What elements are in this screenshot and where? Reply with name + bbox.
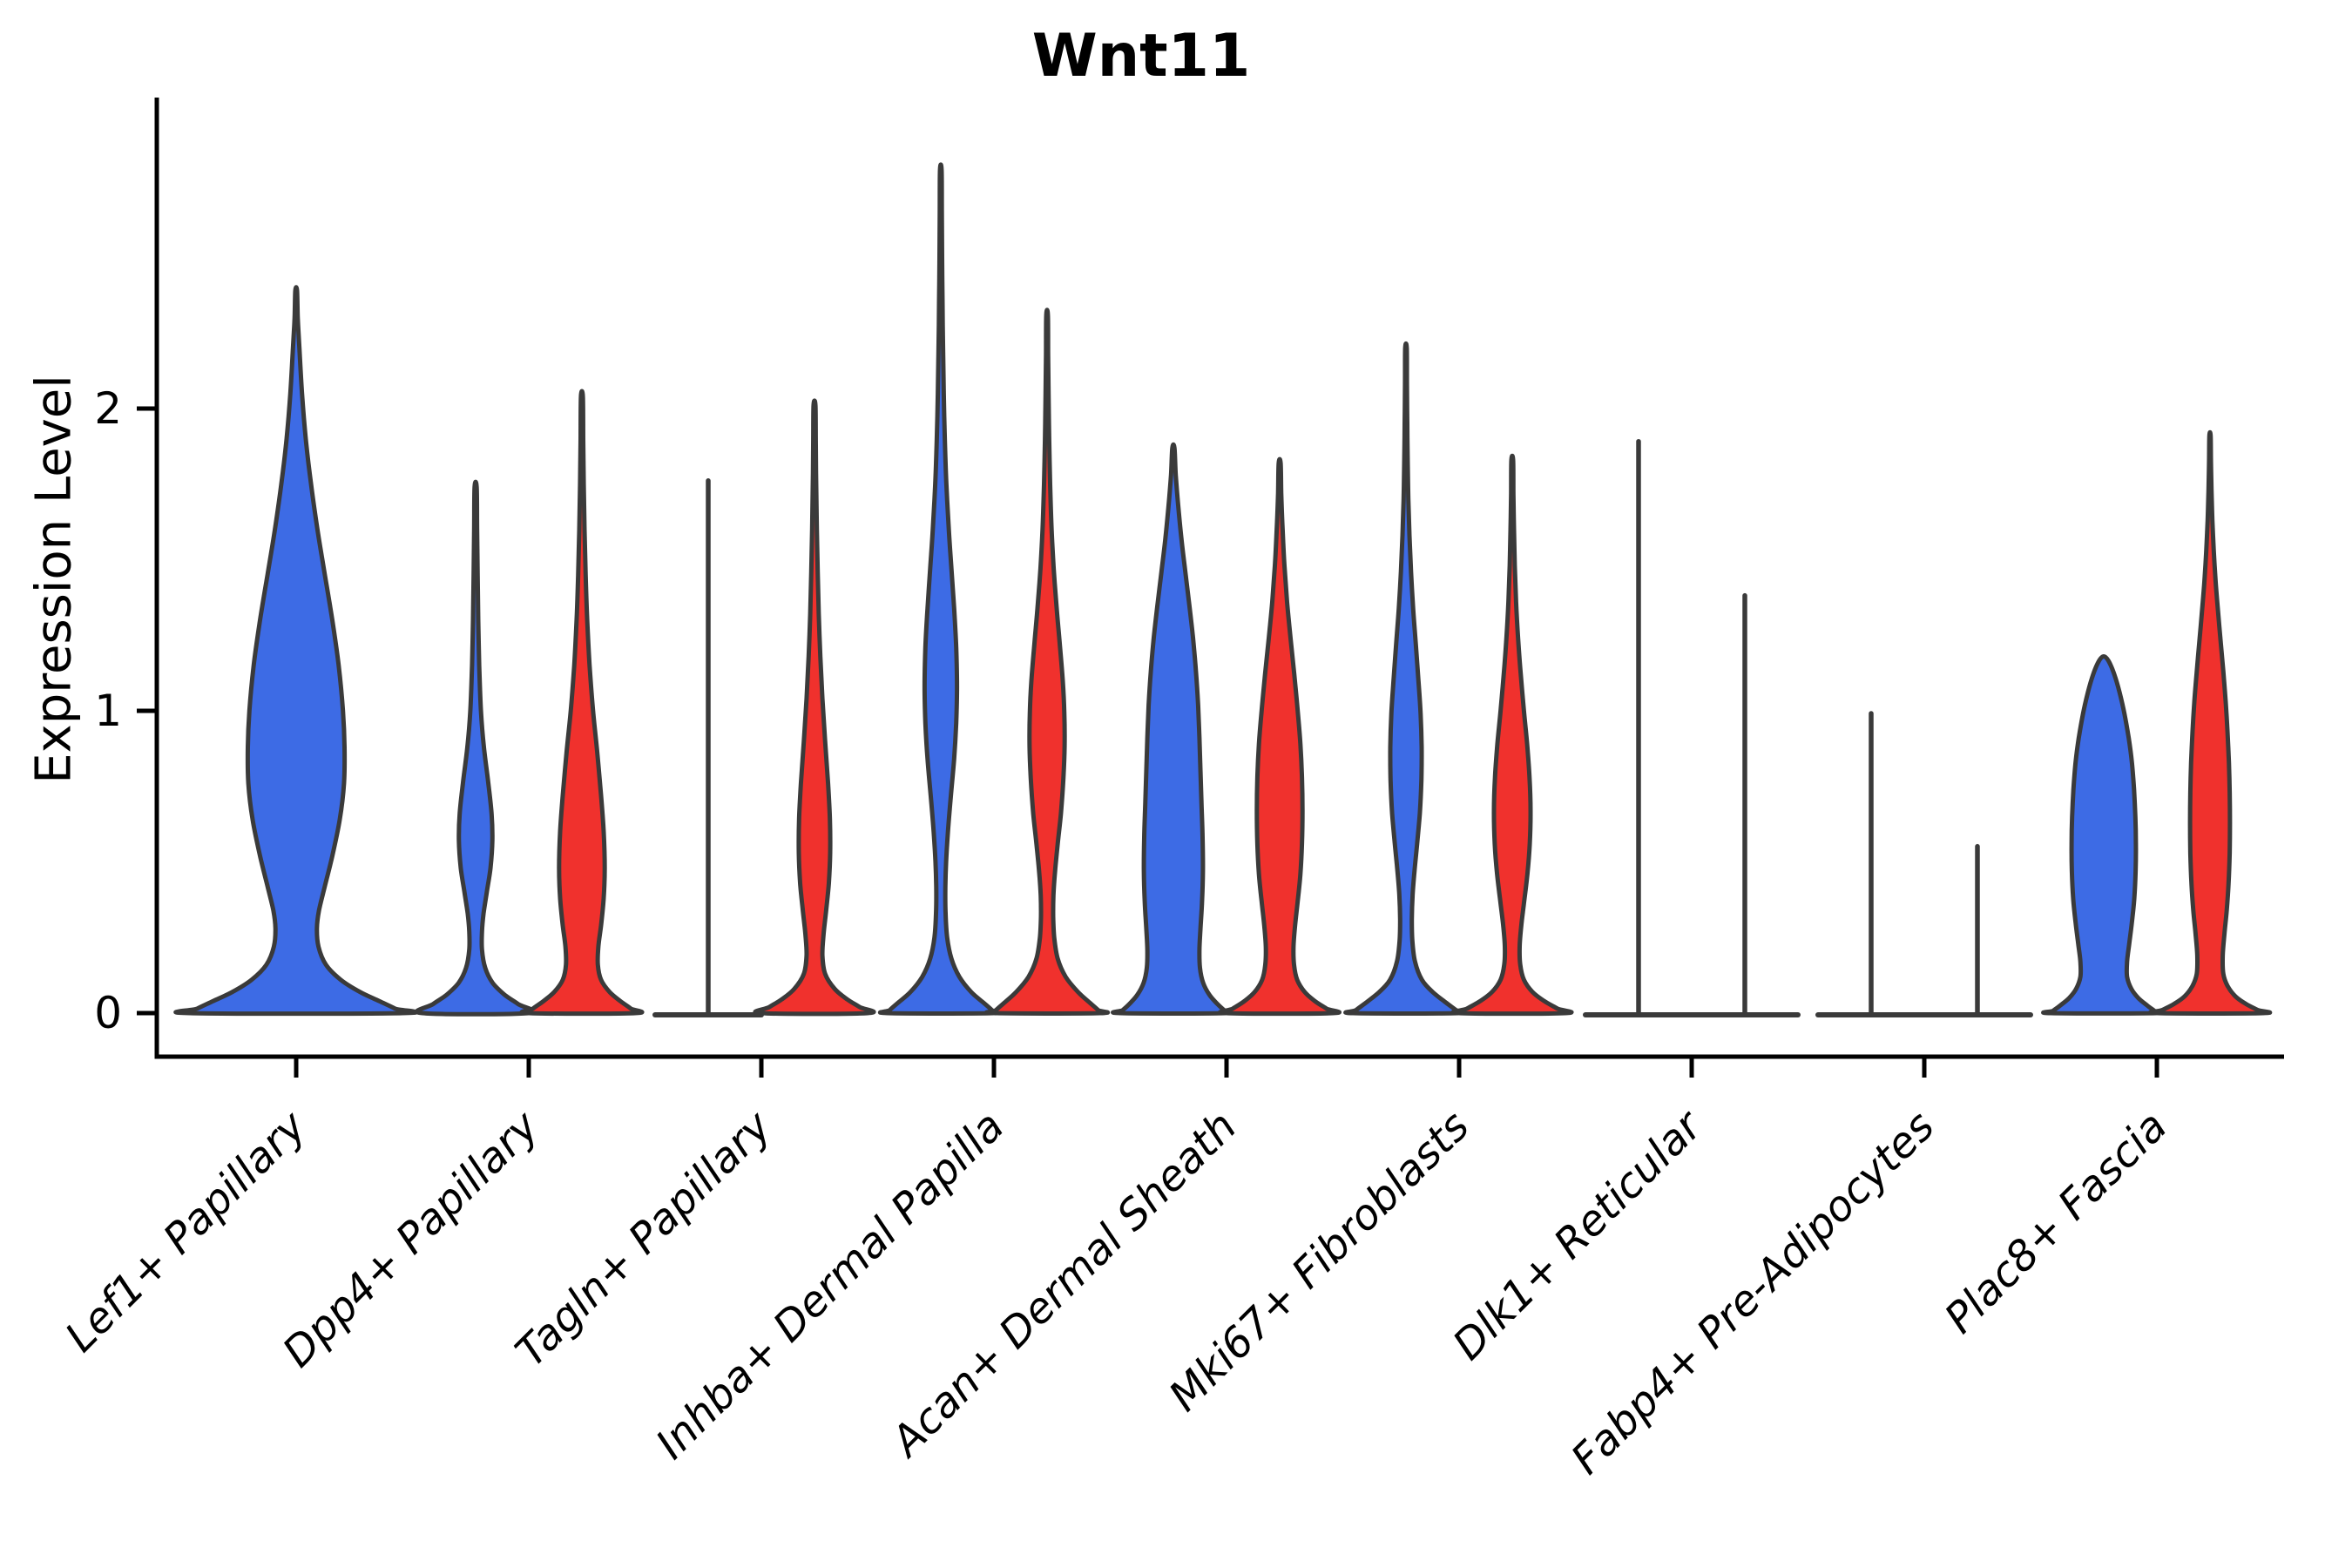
x-tick-label-plac8-fascia: Plac8+ Fascia: [1936, 1102, 2177, 1343]
violin-inhba-dermal-papilla-condition-red: [983, 308, 1111, 1016]
violin-dpp4-papillary-condition-blue: [415, 479, 537, 1017]
x-tick-label-dpp4-papillary: Dpp4+ Papillary: [274, 1101, 549, 1376]
y-tick-label: 1: [94, 686, 122, 736]
violin-tagln-papillary-condition-red: [753, 398, 876, 1017]
chart-title: Wnt11: [1031, 22, 1251, 91]
violin-inhba-dermal-papilla-condition-blue: [877, 162, 1004, 1016]
violin-acan-dermal-sheath-condition-red: [1218, 456, 1342, 1017]
violin-plac8-fascia-condition-red: [2147, 429, 2273, 1016]
y-tick-label: 0: [94, 988, 122, 1038]
y-tick-label: 2: [94, 383, 122, 434]
violin-mki67-fibroblasts-condition-red: [1450, 453, 1574, 1017]
violin-lef1-papillary-condition-blue: [173, 285, 419, 1017]
y-axis-label: Expression Level: [25, 375, 83, 784]
violin-mki67-fibroblasts-condition-blue: [1343, 341, 1469, 1016]
x-tick-label-dlk1-reticular: Dlk1+ Reticular: [1443, 1100, 1713, 1370]
violin-acan-dermal-sheath-condition-blue: [1111, 442, 1236, 1016]
violin-dpp4-papillary-condition-red: [519, 389, 645, 1017]
x-tick-label-lef1-papillary: Lef1+ Papillary: [56, 1101, 316, 1362]
x-tick-label-tagln-papillary: Tagln+ Papillary: [506, 1101, 781, 1376]
violin-plac8-fascia-condition-blue: [2041, 654, 2166, 1016]
